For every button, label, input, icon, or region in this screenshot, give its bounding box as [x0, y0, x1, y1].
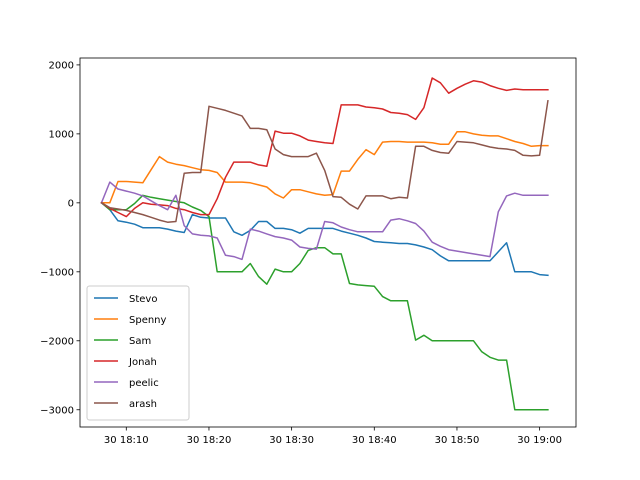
legend-label-jonah: Jonah: [128, 357, 157, 368]
series-line-peelic: [100, 181, 549, 261]
y-tick-label: −1000: [40, 267, 74, 278]
series-line-jonah: [100, 77, 549, 218]
series-line-sam: [100, 194, 549, 411]
y-axis: 2000 1000 0 −1000 −2000 −3000: [40, 60, 80, 416]
legend: Stevo Spenny Sam Jonah peelic arash: [86, 285, 190, 421]
x-tick-label: 30 18:20: [187, 435, 232, 446]
x-tick-label: 30 18:10: [104, 435, 149, 446]
x-axis: 30 18:10 30 18:20 30 18:30 30 18:40 30 18:50…: [104, 427, 562, 446]
y-tick-label: −3000: [40, 405, 74, 416]
series-lines: [100, 77, 549, 411]
legend-label-stevo: Stevo: [129, 294, 157, 305]
legend-label-sam: Sam: [129, 336, 151, 347]
x-tick-label: 30 19:00: [517, 435, 562, 446]
x-tick-label: 30 18:40: [352, 435, 397, 446]
y-tick-label: 0: [68, 198, 74, 209]
series-line-stevo: [100, 201, 549, 277]
legend-label-spenny: Spenny: [129, 315, 167, 326]
y-tick-label: 2000: [49, 60, 74, 71]
legend-label-arash: arash: [129, 399, 157, 410]
legend-label-peelic: peelic: [129, 378, 159, 389]
y-tick-label: 1000: [49, 129, 74, 140]
series-line-arash: [100, 99, 549, 223]
plot-frame: [79, 57, 577, 428]
series-line-spenny: [100, 131, 549, 204]
x-tick-label: 30 18:30: [269, 435, 314, 446]
x-tick-label: 30 18:50: [435, 435, 480, 446]
y-tick-label: −2000: [40, 336, 74, 347]
